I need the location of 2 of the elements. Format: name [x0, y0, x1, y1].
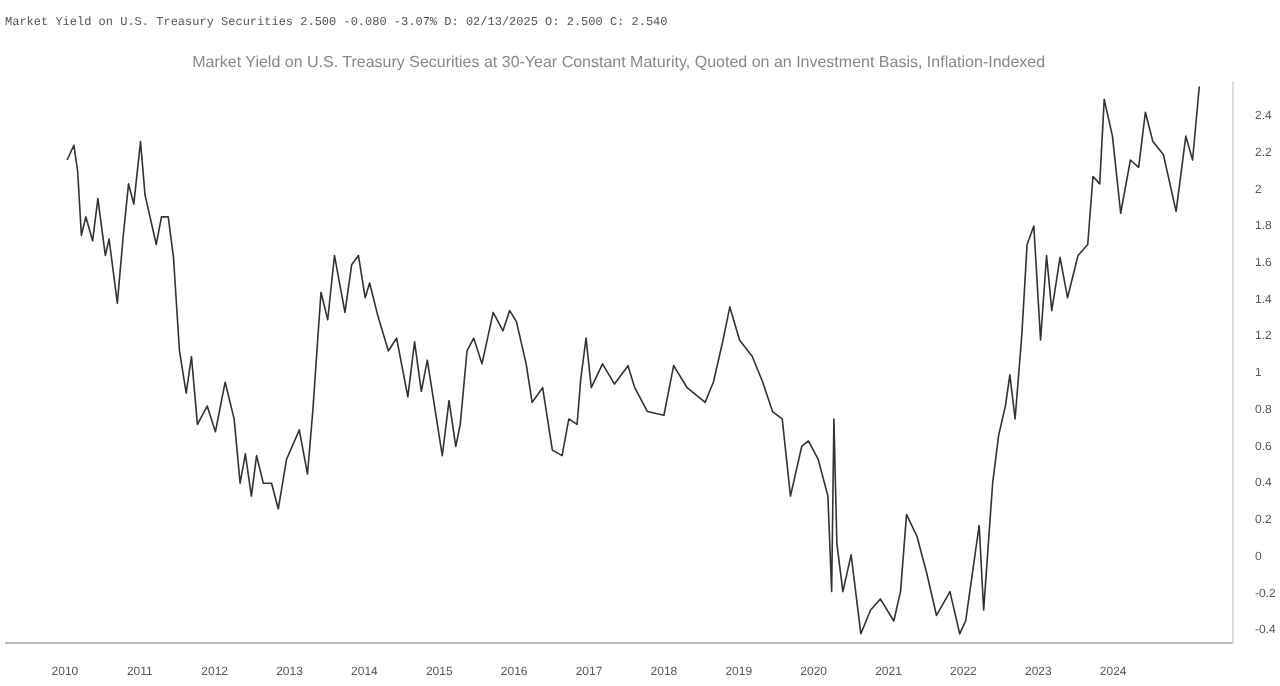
line-series [66, 85, 1201, 635]
chart-title: Market Yield on U.S. Treasury Securities at 30-Year Constant Maturity, Quoted on an Investment Basis, Inflation-Indexed [192, 53, 1046, 71]
